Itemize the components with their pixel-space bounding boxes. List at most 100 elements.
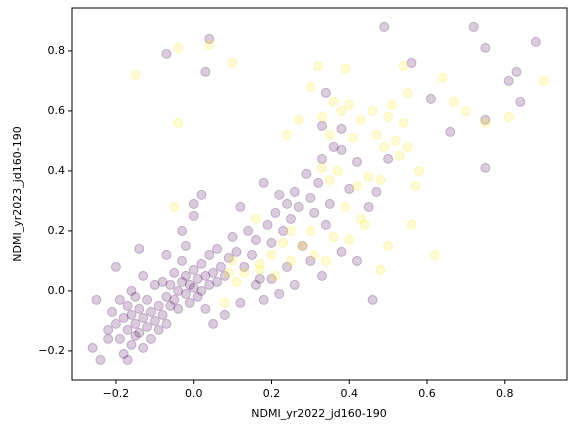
point: [250, 279, 261, 290]
point: [118, 348, 129, 359]
point: [138, 270, 149, 281]
point: [188, 210, 199, 221]
point: [363, 171, 374, 182]
point: [301, 168, 312, 179]
point: [169, 201, 180, 212]
point: [239, 267, 250, 278]
point: [200, 66, 211, 77]
point: [460, 105, 471, 116]
point: [165, 279, 176, 290]
y-axis-label: NDMI_yr2023_jd160-190: [11, 126, 24, 261]
plot-frame: [71, 7, 568, 381]
point: [188, 282, 199, 293]
point: [480, 162, 491, 173]
point: [177, 255, 188, 266]
point: [235, 297, 246, 308]
point: [247, 249, 258, 260]
point: [305, 225, 316, 236]
point: [324, 129, 335, 140]
point: [153, 324, 164, 335]
point: [227, 255, 238, 266]
point: [449, 96, 460, 107]
point: [503, 75, 514, 86]
point: [398, 60, 409, 71]
point: [145, 333, 156, 344]
point: [359, 219, 370, 230]
point: [293, 201, 304, 212]
point: [530, 36, 541, 47]
point: [110, 261, 121, 272]
point: [383, 153, 394, 164]
point: [503, 111, 514, 122]
point: [363, 201, 374, 212]
point: [282, 129, 293, 140]
point: [134, 303, 145, 314]
point: [336, 144, 347, 155]
point: [208, 318, 219, 329]
point: [324, 174, 335, 185]
point: [118, 312, 129, 323]
point: [177, 225, 188, 236]
point: [317, 153, 328, 164]
point: [348, 132, 359, 143]
point: [103, 333, 114, 344]
point: [215, 261, 226, 272]
point: [340, 201, 351, 212]
point: [138, 312, 149, 323]
point: [161, 249, 172, 260]
point: [352, 156, 363, 167]
point: [429, 249, 440, 260]
point: [371, 186, 382, 197]
point: [157, 276, 168, 287]
point: [184, 297, 195, 308]
point: [406, 219, 417, 230]
point: [208, 267, 219, 278]
point: [204, 39, 215, 50]
x-tick-label: 0.6: [418, 387, 436, 400]
x-tick-label: 0.8: [496, 387, 514, 400]
point: [344, 183, 355, 194]
point: [95, 354, 106, 365]
point: [511, 66, 522, 77]
point: [138, 342, 149, 353]
point: [110, 318, 121, 329]
point: [204, 279, 215, 290]
point: [390, 135, 401, 146]
point: [367, 105, 378, 116]
point: [297, 240, 308, 251]
point: [145, 306, 156, 317]
point: [352, 255, 363, 266]
point: [375, 264, 386, 275]
point: [212, 243, 223, 254]
point: [410, 180, 421, 191]
point: [258, 177, 269, 188]
point: [250, 213, 261, 224]
point: [285, 255, 296, 266]
point: [153, 300, 164, 311]
point: [254, 273, 265, 284]
point: [317, 111, 328, 122]
point: [184, 279, 195, 290]
point: [173, 303, 184, 314]
point: [270, 270, 281, 281]
point: [165, 300, 176, 311]
point: [285, 225, 296, 236]
point: [107, 306, 118, 317]
point: [130, 69, 141, 80]
point: [142, 294, 153, 305]
point: [173, 42, 184, 53]
point: [305, 81, 316, 92]
point: [231, 246, 242, 257]
point: [398, 117, 409, 128]
point: [126, 285, 137, 296]
point: [157, 309, 168, 320]
point: [243, 225, 254, 236]
point: [320, 219, 331, 230]
point: [266, 237, 277, 248]
x-tick-label: 0.4: [340, 387, 358, 400]
point: [313, 60, 324, 71]
point: [289, 186, 300, 197]
point: [87, 342, 98, 353]
point: [149, 279, 160, 290]
point: [402, 141, 413, 152]
